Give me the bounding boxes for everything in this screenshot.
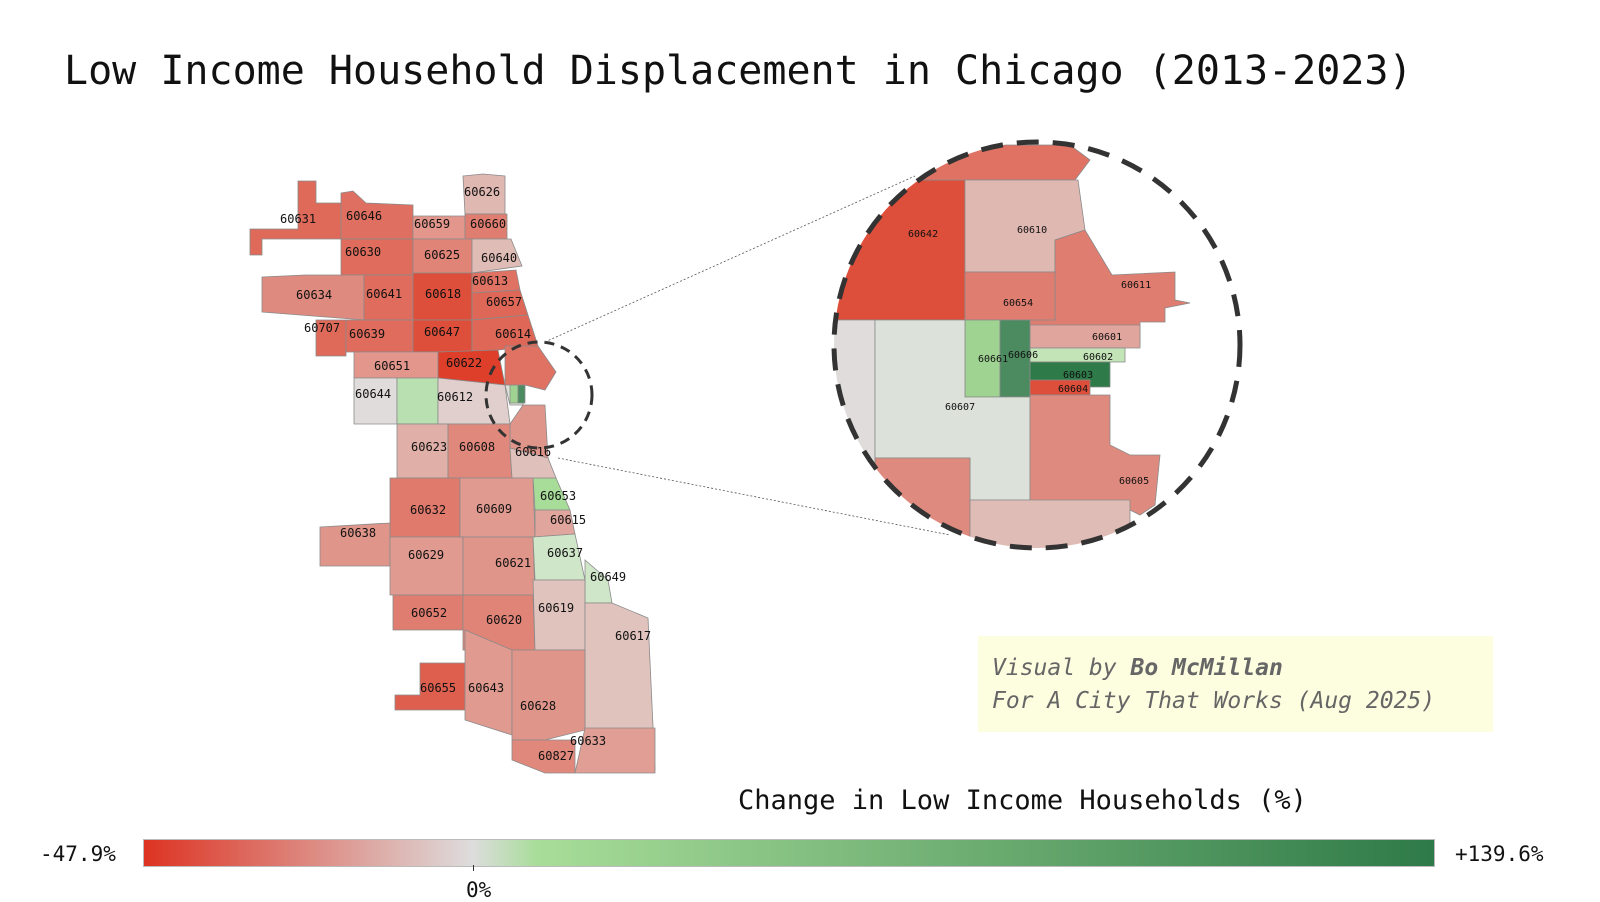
credit-box: Visual by Bo McMillan For A City That Wo… xyxy=(978,636,1493,732)
zoom-region-60616[interactable] xyxy=(969,499,1131,560)
region-60633[interactable] xyxy=(574,727,656,774)
zoom-region-60642[interactable] xyxy=(830,179,966,321)
region-60628[interactable] xyxy=(511,649,586,741)
zoom-label-60611: 60611 xyxy=(1121,280,1151,291)
label-60655: 60655 xyxy=(420,681,456,695)
legend-min-label: -47.9% xyxy=(40,842,116,866)
label-60639: 60639 xyxy=(349,327,385,341)
region-60619[interactable] xyxy=(532,579,586,651)
zoom-label-60605: 60605 xyxy=(1119,476,1149,487)
zoom-label-60606: 60606 xyxy=(1008,350,1038,361)
region-60626[interactable] xyxy=(462,173,506,215)
label-60633: 60633 xyxy=(570,734,606,748)
zoom-label-60610: 60610 xyxy=(1017,225,1047,236)
label-60625: 60625 xyxy=(424,248,460,262)
label-60643: 60643 xyxy=(468,681,504,695)
zoom-region-60654[interactable] xyxy=(964,271,1056,321)
zoom-label-60661: 60661 xyxy=(978,354,1008,365)
leader-line-top xyxy=(544,175,916,343)
label-60631: 60631 xyxy=(280,212,316,226)
label-60659: 60659 xyxy=(414,217,450,231)
label-60617: 60617 xyxy=(615,629,651,643)
label-60637: 60637 xyxy=(547,546,583,560)
region-60640[interactable] xyxy=(471,238,523,274)
label-60649: 60649 xyxy=(590,570,626,584)
label-60707: 60707 xyxy=(304,321,340,335)
region-60631[interactable] xyxy=(249,180,346,256)
label-60641: 60641 xyxy=(366,287,402,301)
region-60624[interactable] xyxy=(396,377,439,425)
zoom-label-60642: 60642 xyxy=(908,229,938,240)
zoom-label-60602: 60602 xyxy=(1083,352,1113,363)
label-60616: 60616 xyxy=(515,445,551,459)
credit-author: Bo McMillan xyxy=(1130,655,1283,681)
region-60707[interactable] xyxy=(315,319,347,357)
city-map-labels: 60631 60646 60659 60626 60660 60630 6062… xyxy=(280,185,651,763)
zoom-source-circle xyxy=(484,340,594,450)
region-60606[interactable] xyxy=(517,384,526,404)
leader-line-bottom xyxy=(557,457,951,536)
region-60629[interactable] xyxy=(389,536,464,596)
label-60629: 60629 xyxy=(408,548,444,562)
zoom-circle-border xyxy=(831,139,1243,551)
credit-line-2: For A City That Works (Aug 2025) xyxy=(992,688,1436,714)
map-title: Low Income Household Displacement in Chi… xyxy=(64,48,1413,94)
label-60614: 60614 xyxy=(495,327,531,341)
zoom-label-60603: 60603 xyxy=(1063,370,1093,381)
label-60644: 60644 xyxy=(355,387,391,401)
legend-zero-label: 0% xyxy=(466,878,492,902)
label-60608: 60608 xyxy=(459,440,495,454)
zoom-region-southwest[interactable] xyxy=(874,457,971,560)
label-60618: 60618 xyxy=(425,287,461,301)
zoom-region-60601[interactable] xyxy=(1029,324,1141,349)
legend-title: Change in Low Income Households (%) xyxy=(738,785,1307,816)
label-60613: 60613 xyxy=(472,274,508,288)
zoom-label-60601: 60601 xyxy=(1092,332,1122,343)
zoom-label-60604: 60604 xyxy=(1058,384,1088,395)
label-60623: 60623 xyxy=(411,440,447,454)
label-60612: 60612 xyxy=(437,390,473,404)
label-60646: 60646 xyxy=(346,209,382,223)
label-60628: 60628 xyxy=(520,699,556,713)
region-60644[interactable] xyxy=(353,377,398,425)
label-60640: 60640 xyxy=(481,251,517,265)
label-60647: 60647 xyxy=(424,325,460,339)
credit-prefix: Visual by xyxy=(992,655,1131,681)
label-60615: 60615 xyxy=(550,513,586,527)
region-loop-east[interactable] xyxy=(504,345,557,391)
region-60661[interactable] xyxy=(509,384,519,404)
label-60651: 60651 xyxy=(374,359,410,373)
region-60827[interactable] xyxy=(511,739,576,774)
label-60652: 60652 xyxy=(411,606,447,620)
label-60632: 60632 xyxy=(410,503,446,517)
label-60620: 60620 xyxy=(486,613,522,627)
label-60827: 60827 xyxy=(538,749,574,763)
label-60609: 60609 xyxy=(476,502,512,516)
label-60630: 60630 xyxy=(345,245,381,259)
label-60638: 60638 xyxy=(340,526,376,540)
label-60626: 60626 xyxy=(464,185,500,199)
label-60621: 60621 xyxy=(495,556,531,570)
credit-line-1: Visual by Bo McMillan xyxy=(992,652,1479,685)
label-60619: 60619 xyxy=(538,601,574,615)
zoom-inset-labels: 60642 60610 60611 60654 60601 60661 6060… xyxy=(908,225,1151,487)
label-60622: 60622 xyxy=(446,356,482,370)
label-60634: 60634 xyxy=(296,288,332,302)
legend-max-label: +139.6% xyxy=(1455,842,1544,866)
region-60616b[interactable] xyxy=(509,447,557,479)
label-60660: 60660 xyxy=(470,217,506,231)
zoom-label-60654: 60654 xyxy=(1003,298,1033,309)
label-60653: 60653 xyxy=(540,489,576,503)
color-scale-bar xyxy=(143,839,1435,867)
city-map xyxy=(249,173,656,774)
zoom-label-60607: 60607 xyxy=(945,402,975,413)
label-60657: 60657 xyxy=(486,295,522,309)
legend-zero-tick xyxy=(473,865,474,871)
